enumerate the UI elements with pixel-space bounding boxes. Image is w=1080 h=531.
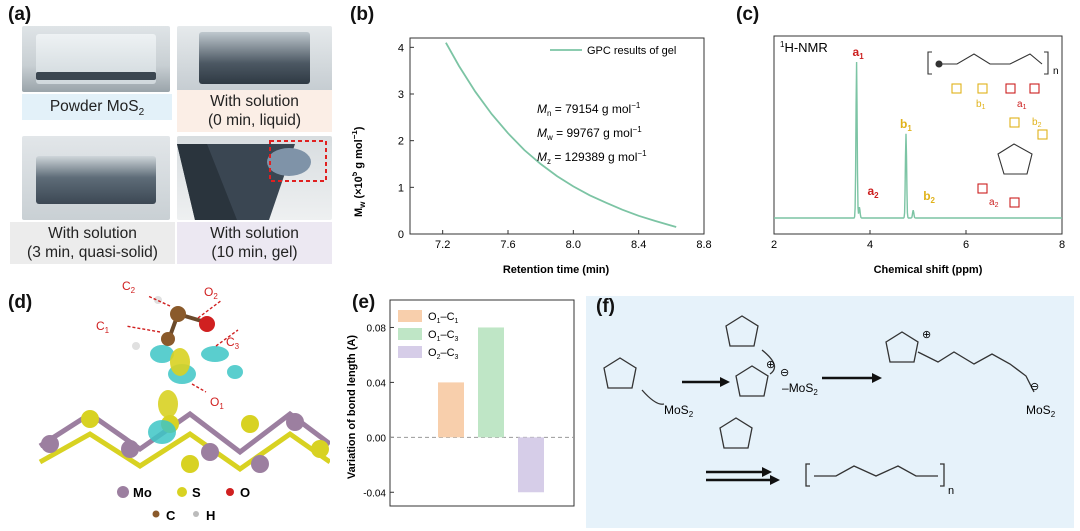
x-axis-label: Retention time (min) (503, 264, 610, 276)
dioxolane-molecule (132, 296, 215, 350)
svg-text:O: O (240, 485, 250, 500)
bar (478, 327, 504, 438)
legend-swatch (398, 346, 422, 358)
caption-powder: Powder MoS2 (22, 94, 172, 120)
atom-label-o2: O2 (204, 285, 218, 301)
legend-label: O1–C3 (428, 329, 459, 343)
svg-text:C: C (166, 508, 176, 523)
nmr-chart: 2 4 6 8 a1 a2 b1 b2 1H-NMR Chemical shift (ppm… (771, 35, 1065, 276)
caption-quasi-solid: With solution (3 min, quasi-solid) (10, 222, 175, 264)
peak-label: a2 (867, 184, 879, 200)
panel-e-label: (e) (352, 292, 376, 313)
mos2-3: MoS2 (1026, 403, 1056, 419)
mechanism-panel (586, 296, 1074, 528)
struct-label-b1: b1 (976, 99, 986, 111)
x-tick-label: 6 (963, 239, 969, 251)
mos2-substrate (38, 410, 330, 473)
minus-1: ⊖ (780, 367, 789, 379)
x-axis-label: Chemical shift (ppm) (874, 264, 983, 276)
plot-frame (389, 299, 575, 507)
y-tick-label: 0.00 (367, 433, 387, 444)
y-tick-label: 0.08 (367, 323, 387, 334)
legend-swatch (398, 310, 422, 322)
y-tick-label: 4 (398, 42, 404, 54)
x-tick-label: 2 (771, 239, 777, 251)
panel-f-label: (f) (596, 296, 615, 317)
legend-swatch (398, 328, 422, 340)
photo-powder (22, 26, 170, 92)
bond-length-chart: 0.08 0.04 0.00 -0.04 O1–C1 O1–C3 O2–C3 Variat… (346, 299, 575, 507)
legend-label: O1–C1 (428, 311, 459, 325)
legend-label: O2–C3 (428, 347, 459, 361)
photo-quasi-solid (22, 136, 170, 220)
svg-text:H: H (206, 508, 215, 523)
struct-label-a1: a1 (1017, 99, 1027, 111)
plus-1: ⊕ (766, 359, 775, 371)
peak-label: b1 (900, 117, 912, 133)
panel-b-label: (b) (350, 4, 375, 25)
mechanism-scheme: MoS2 –MoS2 ⊕ ⊕ ⊖ ⊖ MoS2 n (603, 315, 1056, 497)
photo-gel (177, 136, 332, 220)
struct-label-a2: a2 (989, 197, 999, 209)
y-tick-label: -0.04 (363, 488, 386, 499)
x-tick-label: 7.2 (435, 239, 450, 251)
nmr-spectrum-line (774, 61, 1062, 219)
polymer-structure (927, 51, 1049, 208)
peak-label: b2 (923, 189, 935, 205)
nmr-title: 1H-NMR (780, 40, 828, 55)
atom-label-c3: C3 (226, 335, 240, 351)
minus-2: ⊖ (1030, 381, 1039, 393)
struct-label-b2: b2 (1032, 117, 1042, 129)
polymer-n: n (948, 485, 954, 497)
photo-liquid (177, 26, 332, 92)
dft-structure: C2 O2 C1 C3 O1 Mo S O C H (38, 279, 330, 523)
plot-frame (773, 35, 1063, 235)
atom-legend: Mo S O C H (117, 485, 250, 523)
y-tick-label: 3 (398, 89, 404, 101)
svg-text:Mo: Mo (133, 485, 152, 500)
x-tick-label: 8.4 (631, 239, 646, 251)
x-tick-label: 8.0 (566, 239, 581, 251)
caption-liquid: With solution (0 min, liquid) (177, 90, 332, 132)
bar (438, 382, 464, 438)
x-tick-label: 7.6 (500, 239, 515, 251)
y-tick-label: 0 (398, 229, 404, 241)
mos2-1: MoS2 (664, 403, 694, 419)
x-tick-label: 8.8 (696, 239, 711, 251)
atom-label-c1: C1 (96, 319, 110, 335)
caption-gel: With solution (10 min, gel) (177, 222, 332, 264)
x-tick-label: 8 (1059, 239, 1065, 251)
panel-c-label: (c) (736, 4, 760, 25)
annotation-mw: Mw = 99767 g mol−1 (537, 125, 642, 142)
mos2-2: –MoS2 (782, 381, 818, 397)
panel-d-label: (d) (8, 292, 33, 313)
plot-frame (409, 37, 705, 235)
y-tick-label: 0.04 (367, 378, 387, 389)
panel-a-label: (a) (8, 4, 32, 25)
gpc-series-line (445, 42, 677, 228)
annotation-mn: Mn = 79154 g mol−1 (537, 101, 641, 118)
peak-label: a1 (853, 45, 865, 61)
legend-label: GPC results of gel (587, 45, 676, 57)
svg-text:S: S (192, 485, 201, 500)
annotation-mz: Mz = 129389 g mol−1 (537, 149, 647, 166)
y-tick-label: 1 (398, 182, 404, 194)
atom-label-o1: O1 (210, 395, 224, 411)
struct-n: n (1053, 66, 1059, 77)
y-axis-label: Variation of bond length (A) (346, 335, 358, 480)
x-tick-label: 4 (867, 239, 873, 251)
plus-2: ⊕ (922, 329, 931, 341)
y-tick-label: 2 (398, 136, 404, 148)
atom-label-c2: C2 (122, 279, 136, 295)
y-axis-label: Mw (×105 g mol−1) (352, 126, 367, 217)
bar (518, 437, 544, 493)
